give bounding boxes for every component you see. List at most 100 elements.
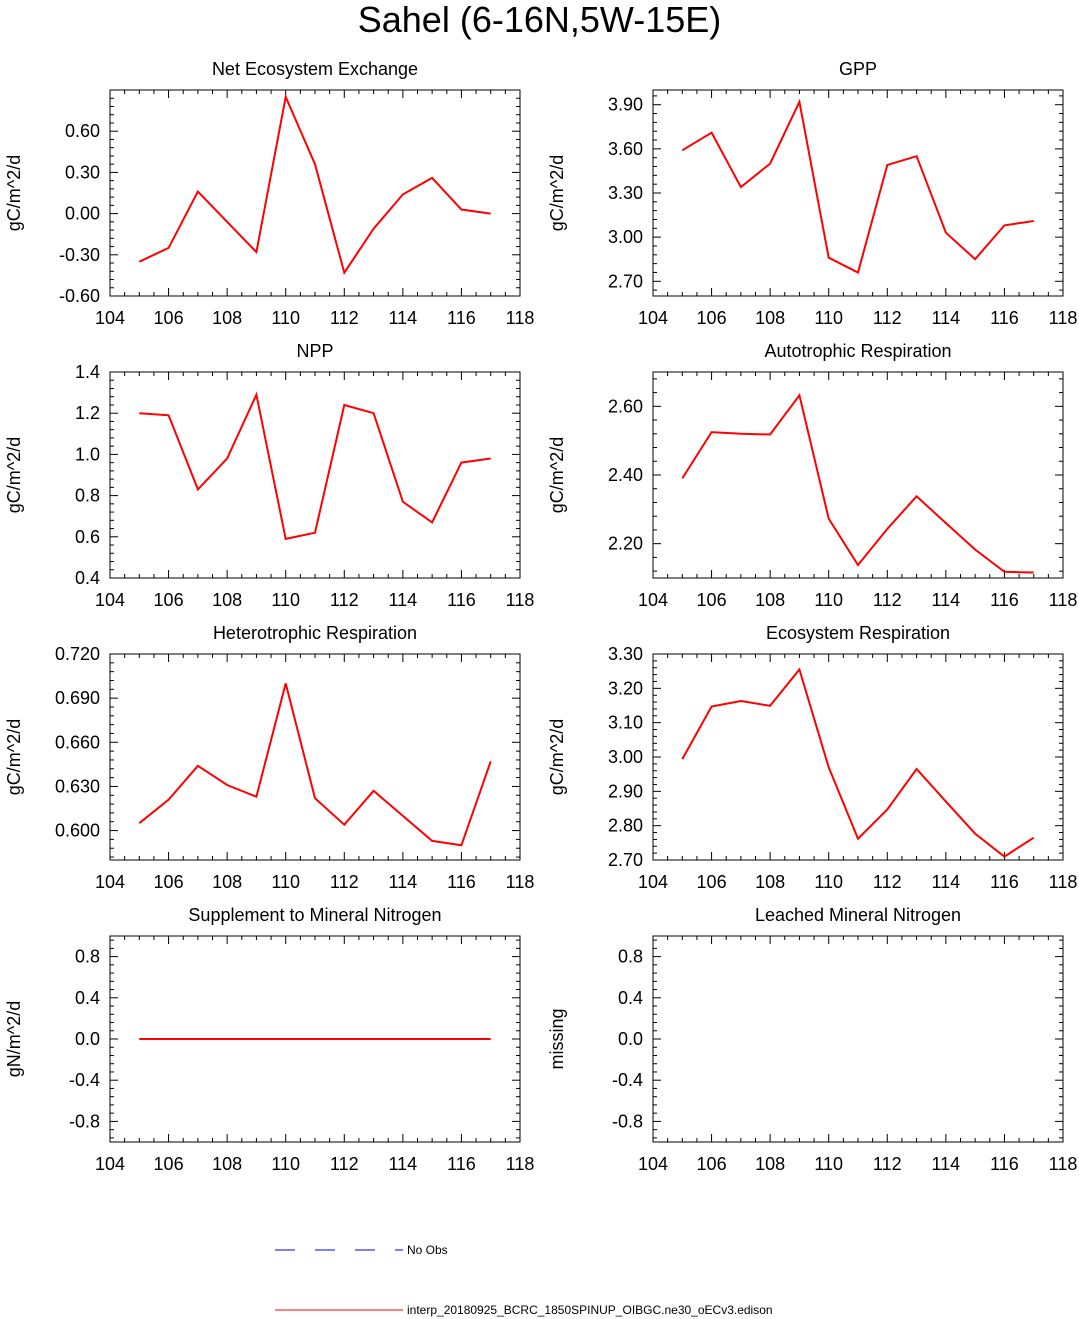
y-tick-label: 2.70 (608, 271, 643, 291)
x-tick-label: 110 (814, 308, 843, 328)
x-tick-label: 114 (932, 872, 961, 892)
x-tick-label: 108 (755, 590, 785, 610)
y-tick-label: 0.30 (65, 162, 100, 182)
y-tick-label: 2.20 (608, 534, 643, 554)
x-tick-label: 112 (330, 1154, 359, 1174)
x-tick-label: 116 (990, 308, 1019, 328)
y-axis-label: gC/m^2/d (4, 155, 24, 231)
y-axis-label: gC/m^2/d (547, 719, 567, 795)
y-tick-label: 3.60 (608, 139, 643, 159)
series-line-interp-20180925-bcrc-185 (138, 683, 492, 847)
x-tick-label: 104 (638, 308, 668, 328)
x-tick-label: 112 (873, 1154, 902, 1174)
y-axis-label: gC/m^2/d (547, 437, 567, 513)
x-tick-label: 118 (506, 308, 535, 328)
y-tick-label: 3.00 (608, 227, 643, 247)
x-tick-label: 110 (271, 872, 300, 892)
x-tick-label: 106 (697, 872, 727, 892)
x-tick-label: 114 (389, 590, 418, 610)
x-tick-label: 108 (755, 1154, 785, 1174)
x-tick-label: 110 (271, 590, 300, 610)
plot-frame (109, 371, 521, 579)
x-tick-label: 110 (814, 1154, 843, 1174)
panel-leached-mineral-nitrogen: Leached Mineral Nitrogen missing 104 106 108… (547, 905, 1077, 1174)
x-tick-label: 104 (95, 590, 125, 610)
x-tick-label: 106 (154, 872, 184, 892)
x-tick-label: 108 (755, 872, 785, 892)
y-tick-label: 2.60 (608, 396, 643, 416)
series-line-interp-20180925-bcrc-185 (681, 667, 1035, 858)
x-tick-label: 112 (873, 872, 902, 892)
x-tick-label: 110 (271, 308, 300, 328)
x-tick-label: 118 (1049, 590, 1078, 610)
y-tick-label: 0.600 (55, 821, 100, 841)
y-tick-label: 0.690 (55, 688, 100, 708)
x-tick-label: 104 (638, 590, 668, 610)
x-tick-label: 118 (506, 1154, 535, 1174)
panel-npp: NPP gC/m^2/d 104 106 108 110 112 114 116 118 0.4 0.… (4, 341, 534, 610)
y-axis-label: gC/m^2/d (4, 437, 24, 513)
x-tick-label: 110 (814, 590, 843, 610)
y-tick-label: 0.6 (75, 527, 100, 547)
x-tick-label: 118 (1049, 1154, 1078, 1174)
panel-title: Net Ecosystem Exchange (212, 59, 418, 79)
x-tick-label: 114 (932, 1154, 961, 1174)
plot-frame (109, 653, 521, 861)
x-tick-label: 106 (697, 1154, 727, 1174)
panel-autotrophic-respiration: Autotrophic Respiration gC/m^2/d 104 106 108… (547, 341, 1077, 610)
x-tick-label: 116 (447, 308, 476, 328)
x-tick-label: 112 (330, 872, 359, 892)
x-tick-label: 108 (212, 590, 242, 610)
y-tick-label: 1.2 (75, 403, 100, 423)
x-tick-label: 108 (755, 308, 785, 328)
panel-ecosystem-respiration: Ecosystem Respiration gC/m^2/d 104 106 108 11… (547, 623, 1077, 892)
x-tick-label: 116 (447, 590, 476, 610)
y-tick-label: 1.4 (75, 362, 100, 382)
panel-title: Leached Mineral Nitrogen (755, 905, 961, 925)
y-tick-label: 3.20 (608, 678, 643, 698)
y-tick-label: 0.4 (75, 988, 100, 1008)
y-tick-label: -0.8 (69, 1111, 100, 1131)
y-tick-label: 2.80 (608, 816, 643, 836)
plot-frame (109, 89, 521, 297)
x-tick-label: 108 (212, 308, 242, 328)
x-tick-label: 116 (447, 872, 476, 892)
y-axis-label: gC/m^2/d (4, 719, 24, 795)
x-tick-label: 116 (990, 590, 1019, 610)
x-tick-label: 104 (95, 1154, 125, 1174)
y-tick-label: -0.4 (69, 1070, 100, 1090)
legend-label: interp_20180925_BCRC_1850SPINUP_OIBGC.ne… (407, 1303, 773, 1317)
y-tick-label: 3.10 (608, 713, 643, 733)
x-tick-label: 112 (330, 308, 359, 328)
y-tick-label: 0.4 (618, 988, 643, 1008)
x-tick-label: 114 (389, 308, 418, 328)
y-tick-label: 0.630 (55, 776, 100, 796)
x-tick-label: 116 (990, 1154, 1019, 1174)
x-tick-label: 118 (506, 872, 535, 892)
legend-label: No Obs (407, 1243, 448, 1257)
y-tick-label: 0.4 (75, 568, 100, 588)
y-tick-label: 0.8 (75, 947, 100, 967)
x-tick-label: 112 (330, 590, 359, 610)
x-tick-label: 108 (212, 872, 242, 892)
panel-title: Ecosystem Respiration (766, 623, 950, 643)
x-tick-label: 114 (932, 308, 961, 328)
plot-frame (652, 935, 1064, 1143)
x-tick-label: 106 (697, 590, 727, 610)
y-tick-label: 3.30 (608, 644, 643, 664)
y-tick-label: 0.0 (75, 1029, 100, 1049)
y-tick-label: 0.8 (618, 947, 643, 967)
x-tick-label: 106 (154, 1154, 184, 1174)
x-tick-label: 114 (932, 590, 961, 610)
panel-gpp: GPP gC/m^2/d 104 106 108 110 112 114 116 118 2.70 3… (547, 59, 1077, 328)
y-tick-label: 0.00 (65, 204, 100, 224)
y-tick-label: -0.4 (612, 1070, 643, 1090)
x-tick-label: 104 (95, 308, 125, 328)
x-tick-label: 118 (1049, 872, 1078, 892)
y-axis-label: missing (547, 1008, 567, 1069)
x-tick-label: 112 (873, 590, 902, 610)
plot-frame (652, 371, 1064, 579)
plot-frame (652, 89, 1064, 297)
x-tick-label: 116 (990, 872, 1019, 892)
